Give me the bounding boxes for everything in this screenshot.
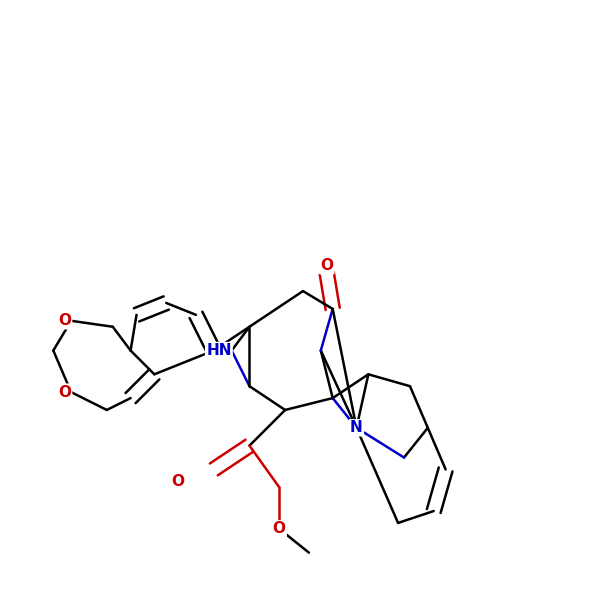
Text: O: O xyxy=(58,313,71,328)
Text: N: N xyxy=(350,421,363,436)
Text: O: O xyxy=(171,474,184,489)
Text: O: O xyxy=(58,385,71,400)
Text: HN: HN xyxy=(206,343,232,358)
Text: O: O xyxy=(272,521,286,536)
Text: O: O xyxy=(320,258,333,273)
